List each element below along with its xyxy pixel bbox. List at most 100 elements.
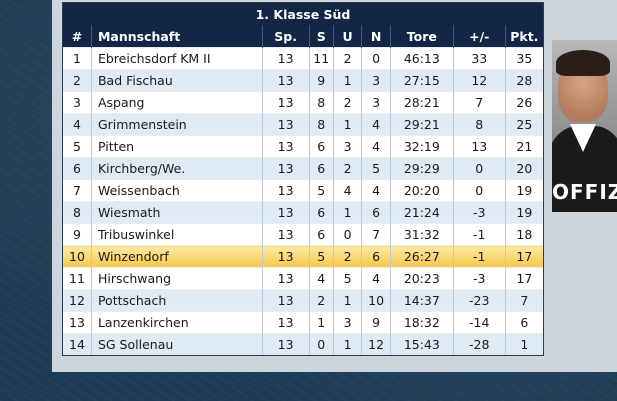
cell-team: Winzendorf: [90, 245, 263, 268]
cell-losses: 4: [361, 135, 391, 158]
cell-rank: 14: [63, 333, 92, 355]
column-header-losses: N: [361, 25, 391, 48]
cell-played: 13: [261, 289, 310, 312]
cell-draws: 1: [332, 289, 362, 312]
cell-goal-difference: -1: [452, 245, 506, 268]
cell-team: Bad Fischau: [90, 69, 263, 92]
table-row: 4 Grimmenstein 13 8 1 4 29:21 8 25: [63, 113, 543, 136]
cell-wins: 6: [308, 157, 334, 180]
cell-draws: 4: [332, 179, 362, 202]
cell-points: 6: [504, 311, 543, 334]
cell-rank: 13: [63, 311, 92, 334]
cell-draws: 2: [332, 245, 362, 268]
cell-played: 13: [261, 333, 310, 355]
cell-wins: 5: [308, 179, 334, 202]
cell-team: Grimmenstein: [90, 113, 263, 136]
cell-goals: 29:21: [389, 113, 454, 136]
cell-goals: 32:19: [389, 135, 454, 158]
cell-team: SG Sollenau: [90, 333, 263, 355]
cell-points: 19: [504, 179, 543, 202]
cell-draws: 1: [332, 113, 362, 136]
cell-points: 7: [504, 289, 543, 312]
column-header-wins: S: [308, 25, 334, 48]
cell-losses: 12: [361, 333, 391, 355]
table-body: 1 Ebreichsdorf KM II 13 11 2 0 46:13 33 35 2 Bad F…: [63, 47, 543, 355]
cell-wins: 4: [308, 267, 334, 290]
table-row: 8 Wiesmath 13 6 1 6 21:24 -3 19: [63, 201, 543, 224]
column-header-points: Pkt.: [504, 25, 543, 48]
cell-wins: 11: [308, 47, 334, 70]
cell-played: 13: [261, 223, 310, 246]
cell-team: Wiesmath: [90, 201, 263, 224]
table-title: 1. Klasse Süd: [63, 3, 543, 25]
cell-wins: 6: [308, 135, 334, 158]
cell-goals: 46:13: [389, 47, 454, 70]
cell-losses: 6: [361, 245, 391, 268]
cell-rank: 11: [63, 267, 92, 290]
cell-played: 13: [261, 201, 310, 224]
column-header-goal-difference: +/-: [452, 25, 506, 48]
cell-goal-difference: -14: [452, 311, 506, 334]
cell-rank: 10: [63, 245, 92, 268]
cell-losses: 4: [361, 179, 391, 202]
cell-team: Weissenbach: [90, 179, 263, 202]
cell-draws: 1: [332, 69, 362, 92]
cell-team: Hirschwang: [90, 267, 263, 290]
column-header-played: Sp.: [261, 25, 310, 48]
table-row: 2 Bad Fischau 13 9 1 3 27:15 12 28: [63, 69, 543, 92]
cell-goals: 15:43: [389, 333, 454, 355]
cell-goals: 27:15: [389, 69, 454, 92]
cell-wins: 6: [308, 201, 334, 224]
column-header-team: Mannschaft: [90, 25, 263, 48]
cell-goal-difference: -3: [452, 201, 506, 224]
cell-losses: 6: [361, 201, 391, 224]
cell-wins: 1: [308, 311, 334, 334]
cell-rank: 6: [63, 157, 92, 180]
table-row: 11 Hirschwang 13 4 5 4 20:23 -3 17: [63, 267, 543, 290]
cell-wins: 5: [308, 245, 334, 268]
cell-points: 18: [504, 223, 543, 246]
cell-goals: 21:24: [389, 201, 454, 224]
cell-rank: 5: [63, 135, 92, 158]
table-row: 14 SG Sollenau 13 0 1 12 15:43 -28 1: [63, 333, 543, 355]
cell-rank: 8: [63, 201, 92, 224]
table-row: 6 Kirchberg/We. 13 6 2 5 29:29 0 20: [63, 157, 543, 180]
cell-losses: 5: [361, 157, 391, 180]
column-header-goals: Tore: [389, 25, 454, 48]
advertisement-banner[interactable]: OFFIZ: [552, 40, 617, 212]
cell-goal-difference: 0: [452, 179, 506, 202]
cell-team: Ebreichsdorf KM II: [90, 47, 263, 70]
cell-losses: 4: [361, 267, 391, 290]
cell-losses: 7: [361, 223, 391, 246]
cell-rank: 4: [63, 113, 92, 136]
cell-rank: 1: [63, 47, 92, 70]
cell-team: Tribuswinkel: [90, 223, 263, 246]
cell-draws: 1: [332, 333, 362, 355]
cell-goal-difference: 13: [452, 135, 506, 158]
cell-played: 13: [261, 135, 310, 158]
cell-points: 19: [504, 201, 543, 224]
cell-goal-difference: -1: [452, 223, 506, 246]
cell-played: 13: [261, 179, 310, 202]
table-row: 13 Lanzenkirchen 13 1 3 9 18:32 -14 6: [63, 311, 543, 334]
cell-goal-difference: 33: [452, 47, 506, 70]
cell-points: 17: [504, 267, 543, 290]
cell-losses: 9: [361, 311, 391, 334]
cell-losses: 10: [361, 289, 391, 312]
ad-text: OFFIZ: [552, 180, 617, 204]
column-header-draws: U: [332, 25, 362, 48]
table-header-row: # Mannschaft Sp. S U N Tore +/- Pkt.: [63, 25, 543, 48]
cell-points: 28: [504, 69, 543, 92]
cell-draws: 3: [332, 311, 362, 334]
cell-goals: 26:27: [389, 245, 454, 268]
cell-goal-difference: 12: [452, 69, 506, 92]
table-row: 1 Ebreichsdorf KM II 13 11 2 0 46:13 33 35: [63, 47, 543, 70]
cell-draws: 1: [332, 201, 362, 224]
cell-points: 25: [504, 113, 543, 136]
cell-draws: 0: [332, 223, 362, 246]
cell-goal-difference: -28: [452, 333, 506, 355]
cell-losses: 4: [361, 113, 391, 136]
cell-wins: 8: [308, 113, 334, 136]
cell-played: 13: [261, 311, 310, 334]
cell-team: Aspang: [90, 91, 263, 114]
